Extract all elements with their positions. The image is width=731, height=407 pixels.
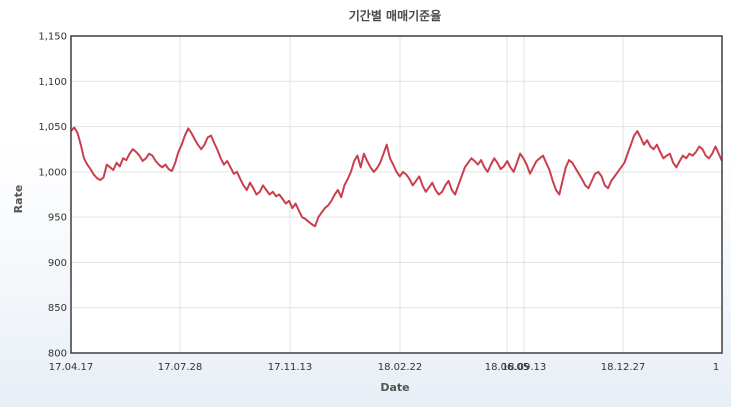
y-tick-label: 950	[48, 213, 67, 224]
y-tick-label: 800	[48, 349, 67, 360]
x-tick-label: 18.12.27	[601, 362, 646, 373]
x-axis-ticks: 17.04.17 17.07.28 17.11.13 18.02.22 18.06.05…	[49, 362, 719, 373]
y-tick-label: 1,150	[38, 32, 67, 43]
x-tick-label: 18.09.13	[502, 362, 547, 373]
plot-border	[70, 35, 723, 354]
y-axis-title: Rate	[12, 185, 25, 214]
y-tick-label: 1,100	[38, 77, 67, 88]
x-tick-label: 1	[713, 362, 719, 373]
x-tick-label: 18.06.05	[485, 362, 530, 373]
x-tick-label: 17.11.13	[268, 362, 313, 373]
x-tick-label: 18.02.22	[378, 362, 423, 373]
y-tick-label: 850	[48, 303, 67, 314]
series-line	[70, 126, 723, 228]
plot-area	[71, 36, 722, 353]
x-tick-label: 17.04.17	[49, 362, 94, 373]
y-axis-ticks: 800 850 900 950 1,000 1,050 1,100 1,150	[38, 32, 67, 360]
x-axis-title: Date	[380, 381, 409, 394]
y-tick-label: 1,000	[38, 167, 67, 178]
gridlines	[71, 36, 722, 353]
y-tick-label: 900	[48, 258, 67, 269]
y-tick-label: 1,050	[38, 122, 67, 133]
chart-title: 기간별 매매기준율	[349, 8, 442, 23]
x-tick-label: 17.07.28	[158, 362, 203, 373]
series-layer	[70, 126, 723, 228]
